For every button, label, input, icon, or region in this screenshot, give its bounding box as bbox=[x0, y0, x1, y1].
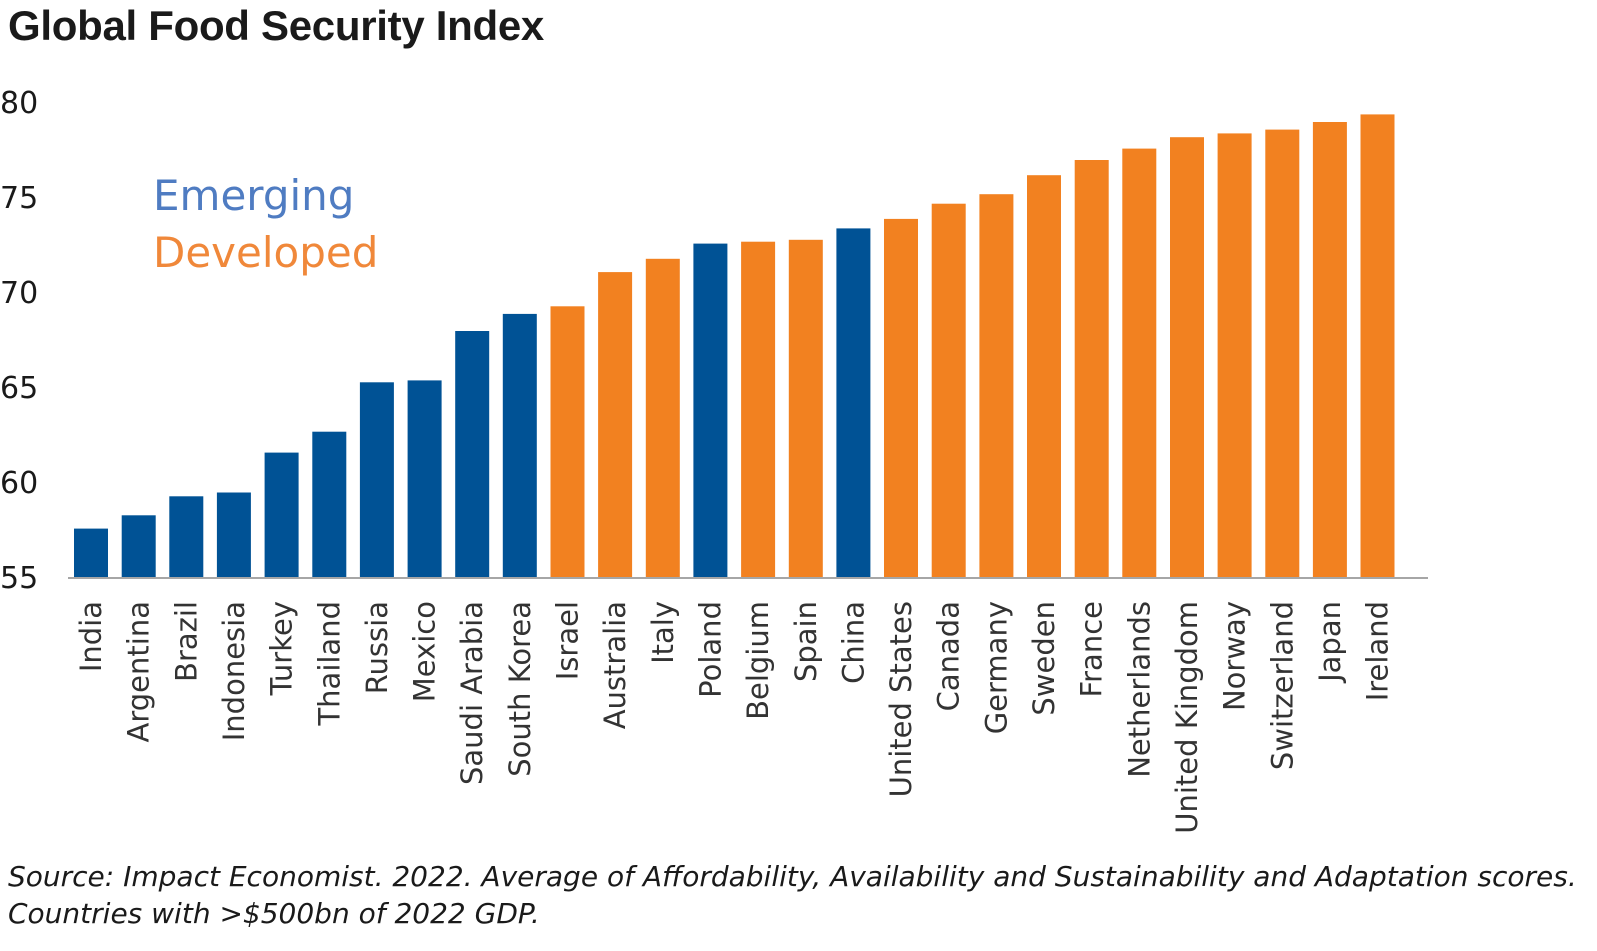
category-label-spain: Spain bbox=[789, 601, 823, 682]
bar-spain bbox=[788, 239, 823, 579]
category-label-france: France bbox=[1075, 601, 1109, 697]
bar-switzerland bbox=[1265, 129, 1300, 578]
source-line-2: Countries with >$500bn of 2022 GDP. bbox=[8, 897, 540, 930]
category-label-mexico: Mexico bbox=[408, 601, 442, 702]
bar-saudi-arabia bbox=[455, 331, 490, 578]
category-label-italy: Italy bbox=[646, 601, 680, 664]
category-label-saudi-arabia: Saudi Arabia bbox=[455, 601, 489, 785]
category-label-japan: Japan bbox=[1313, 601, 1347, 684]
category-labels: India Argentina Brazil Indonesia Turkey Thail… bbox=[74, 601, 1395, 834]
bar-russia bbox=[359, 382, 394, 578]
source-line-1: Source: Impact Economist. 2022. Average … bbox=[8, 860, 1577, 893]
bar-brazil bbox=[169, 496, 204, 578]
category-label-brazil: Brazil bbox=[169, 601, 203, 682]
bar-belgium bbox=[741, 241, 776, 578]
y-axis-ticks: 55 60 65 70 75 80 bbox=[0, 86, 38, 596]
bar-norway bbox=[1217, 133, 1252, 578]
y-tick-label: 80 bbox=[0, 86, 38, 121]
category-label-united-kingdom: United Kingdom bbox=[1170, 601, 1204, 834]
bar-japan bbox=[1312, 122, 1347, 578]
chart-title: Global Food Security Index bbox=[8, 2, 544, 49]
bar-israel bbox=[550, 306, 585, 578]
bar-argentina bbox=[121, 515, 156, 578]
category-label-thailand: Thailand bbox=[312, 601, 346, 727]
bar-thailand bbox=[312, 431, 347, 578]
legend-emerging: Emerging bbox=[153, 171, 354, 220]
bar-netherlands bbox=[1122, 148, 1157, 578]
category-label-ireland: Ireland bbox=[1361, 601, 1395, 701]
category-label-israel: Israel bbox=[551, 601, 585, 680]
category-label-united-states: United States bbox=[884, 601, 918, 797]
category-label-indonesia: Indonesia bbox=[217, 601, 251, 741]
bar-india bbox=[74, 528, 108, 578]
category-label-poland: Poland bbox=[693, 601, 727, 698]
bars-group bbox=[74, 114, 1395, 579]
category-label-germany: Germany bbox=[979, 601, 1013, 734]
bar-ireland bbox=[1360, 114, 1395, 579]
category-label-argentina: Argentina bbox=[122, 601, 156, 742]
category-label-norway: Norway bbox=[1218, 601, 1252, 711]
category-label-sweden: Sweden bbox=[1027, 601, 1061, 716]
category-label-belgium: Belgium bbox=[741, 601, 775, 720]
category-label-turkey: Turkey bbox=[265, 601, 299, 696]
bar-china bbox=[836, 228, 871, 578]
bar-germany bbox=[979, 194, 1014, 578]
category-label-russia: Russia bbox=[360, 601, 394, 694]
bar-united-kingdom bbox=[1170, 137, 1204, 578]
legend-developed: Developed bbox=[153, 228, 378, 277]
category-label-india: India bbox=[74, 601, 108, 672]
bar-united-states bbox=[884, 218, 918, 578]
category-label-china: China bbox=[836, 601, 870, 684]
category-label-switzerland: Switzerland bbox=[1265, 601, 1299, 770]
bar-mexico bbox=[407, 380, 442, 578]
category-label-australia: Australia bbox=[598, 601, 632, 729]
y-tick-label: 55 bbox=[0, 561, 38, 596]
bar-indonesia bbox=[216, 492, 251, 578]
y-tick-label: 75 bbox=[0, 181, 38, 216]
y-tick-label: 65 bbox=[0, 371, 38, 406]
bar-poland bbox=[693, 243, 728, 578]
bar-australia bbox=[598, 272, 633, 578]
y-tick-label: 70 bbox=[0, 276, 38, 311]
bar-chart: 55 60 65 70 75 80 India Argentina Brazil Indones… bbox=[0, 86, 1428, 834]
legend: Emerging Developed bbox=[153, 171, 378, 277]
category-label-south-korea: South Korea bbox=[503, 601, 537, 777]
source-note: Source: Impact Economist. 2022. Average … bbox=[8, 858, 1593, 932]
bar-turkey bbox=[264, 452, 299, 578]
y-tick-label: 60 bbox=[0, 466, 38, 501]
bar-france bbox=[1074, 160, 1109, 578]
bar-italy bbox=[645, 258, 680, 578]
bar-sweden bbox=[1027, 175, 1061, 578]
bar-canada bbox=[931, 203, 966, 578]
bar-south-korea bbox=[502, 313, 537, 578]
category-label-canada: Canada bbox=[932, 601, 966, 711]
category-label-netherlands: Netherlands bbox=[1122, 601, 1156, 778]
